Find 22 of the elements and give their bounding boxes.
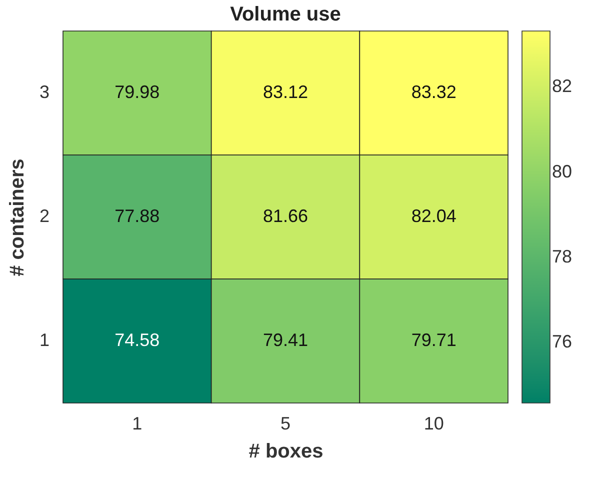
x-axis-title: # boxes — [248, 440, 324, 462]
color-bar-label: 82 — [552, 76, 572, 96]
y-tick-label: 1 — [39, 330, 50, 350]
data-label: 77.88 — [114, 206, 160, 226]
y-axis-title: # containers — [6, 158, 28, 276]
data-label: 83.32 — [411, 82, 456, 102]
color-bar-label: 76 — [552, 332, 572, 352]
data-label: 82.04 — [411, 206, 456, 226]
chart-title: Volume use — [230, 4, 341, 26]
color-bar-label: 78 — [552, 246, 572, 266]
data-label: 79.98 — [114, 82, 160, 102]
color-bar-label: 80 — [552, 161, 572, 182]
data-label: 74.58 — [114, 330, 160, 350]
x-tick-label: 5 — [280, 414, 291, 434]
y-tick-label: 3 — [39, 82, 50, 102]
data-label: 81.66 — [262, 206, 308, 226]
y-tick-label: 2 — [39, 206, 50, 226]
x-tick-label: 10 — [424, 414, 444, 434]
x-tick-label: 1 — [132, 414, 142, 434]
data-label: 79.71 — [411, 330, 456, 350]
data-label: 83.12 — [262, 82, 308, 102]
data-label: 79.41 — [262, 330, 308, 350]
